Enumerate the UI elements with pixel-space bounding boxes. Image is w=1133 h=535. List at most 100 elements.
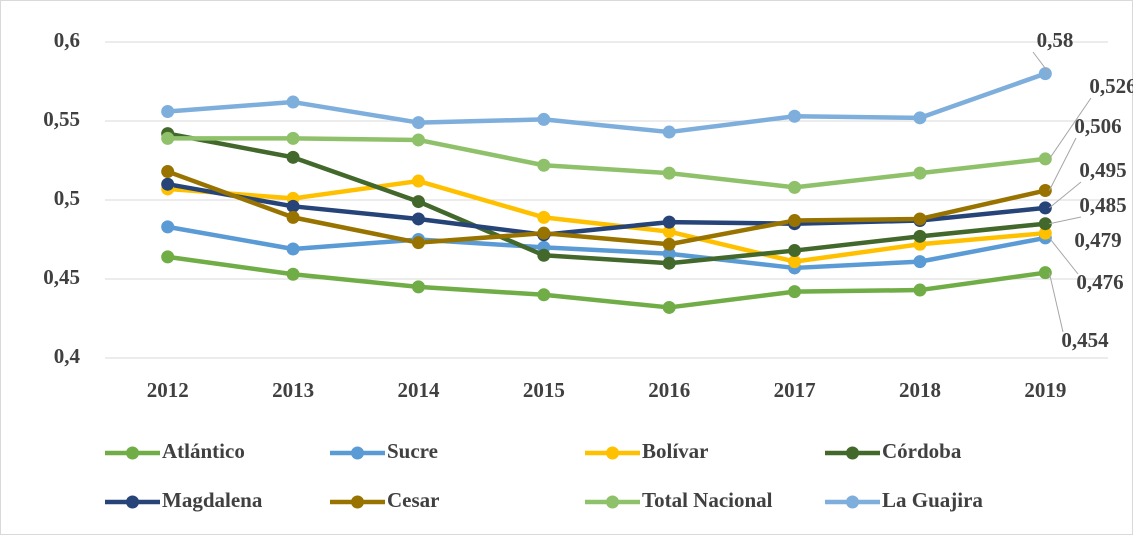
legend-label: Atlántico <box>162 439 245 463</box>
data-point <box>662 215 676 229</box>
data-point <box>788 244 802 258</box>
y-tick-label: 0,6 <box>54 28 80 52</box>
x-tick-label: 2017 <box>774 378 816 402</box>
data-label: 0,485 <box>1079 193 1126 217</box>
legend-marker <box>126 446 139 460</box>
data-point <box>286 199 300 213</box>
y-tick-label: 0,4 <box>54 344 81 368</box>
series-line <box>166 169 1046 247</box>
data-point <box>1038 152 1052 166</box>
data-label: 0,476 <box>1076 270 1123 294</box>
series-line <box>167 254 1046 310</box>
legend-marker <box>606 446 619 460</box>
data-point <box>662 237 676 251</box>
legend-label: Córdoba <box>882 439 962 463</box>
data-point <box>161 105 175 119</box>
legend-label: Cesar <box>387 488 439 512</box>
leader-line <box>1048 97 1092 160</box>
data-point <box>161 131 175 145</box>
series-line <box>167 136 1046 190</box>
data-point <box>913 166 927 180</box>
data-point <box>662 300 676 314</box>
leader-line <box>1048 137 1077 191</box>
data-point <box>1038 266 1052 280</box>
data-point <box>411 236 425 250</box>
data-point <box>161 165 175 179</box>
data-point <box>662 256 676 270</box>
data-point <box>537 158 551 172</box>
data-point <box>286 95 300 109</box>
legend-label: La Guajira <box>882 488 983 512</box>
y-tick-label: 0,55 <box>43 107 80 131</box>
leader-line <box>1032 51 1050 74</box>
series-line <box>167 71 1047 135</box>
data-point <box>537 210 551 224</box>
data-point <box>1038 217 1052 231</box>
data-point <box>411 116 425 130</box>
data-point <box>286 267 300 281</box>
data-label: 0,506 <box>1074 114 1121 138</box>
data-point <box>913 212 927 226</box>
data-point <box>662 125 676 139</box>
legend-label: Sucre <box>387 439 438 463</box>
legend-marker <box>351 446 364 460</box>
data-point <box>1038 67 1052 81</box>
data-point <box>537 248 551 262</box>
legend-marker <box>846 446 859 460</box>
x-tick-label: 2012 <box>147 378 189 402</box>
data-point <box>411 195 425 209</box>
data-point <box>286 242 300 256</box>
data-point <box>161 177 175 191</box>
data-point <box>286 150 300 164</box>
legend-marker <box>351 495 364 509</box>
data-point <box>662 247 676 261</box>
data-label: 0,495 <box>1079 158 1126 182</box>
leader-line <box>1048 181 1082 209</box>
data-point <box>411 174 425 188</box>
x-tick-label: 2018 <box>899 378 941 402</box>
x-tick-label: 2015 <box>523 378 565 402</box>
data-label: 0,479 <box>1074 228 1121 252</box>
data-point <box>1038 184 1052 198</box>
leader-line <box>1049 216 1082 225</box>
data-point <box>788 214 802 228</box>
x-tick-label: 2014 <box>397 378 440 402</box>
x-tick-label: 2016 <box>648 378 690 402</box>
legend-marker <box>126 495 139 509</box>
data-point <box>411 133 425 147</box>
data-point <box>788 285 802 299</box>
data-point <box>537 288 551 302</box>
data-point <box>913 283 927 297</box>
data-point <box>161 250 175 264</box>
legend-label: Magdalena <box>162 488 263 512</box>
x-tick-label: 2013 <box>272 378 314 402</box>
data-point <box>1038 226 1052 240</box>
data-label: 0,526 <box>1089 74 1133 98</box>
data-point <box>411 280 425 294</box>
data-point <box>662 166 676 180</box>
legend-marker <box>606 495 619 509</box>
data-point <box>788 180 802 194</box>
data-point <box>913 255 927 269</box>
data-point <box>286 210 300 224</box>
legend-label: Total Nacional <box>642 488 773 512</box>
x-tick-label: 2019 <box>1024 378 1066 402</box>
data-point <box>913 229 927 243</box>
data-point <box>788 109 802 123</box>
data-label: 0,58 <box>1037 28 1074 52</box>
data-point <box>161 220 175 234</box>
legend-label: Bolívar <box>642 439 709 463</box>
data-point <box>662 225 676 239</box>
data-point <box>1038 201 1052 215</box>
data-point <box>913 111 927 125</box>
data-point <box>537 112 551 126</box>
series-line <box>167 224 1046 271</box>
data-point <box>286 131 300 145</box>
series-line <box>167 178 1046 264</box>
legend-marker <box>846 495 859 509</box>
leader-line <box>1048 272 1064 333</box>
data-label: 0,454 <box>1061 328 1109 352</box>
series-line <box>167 131 1046 266</box>
